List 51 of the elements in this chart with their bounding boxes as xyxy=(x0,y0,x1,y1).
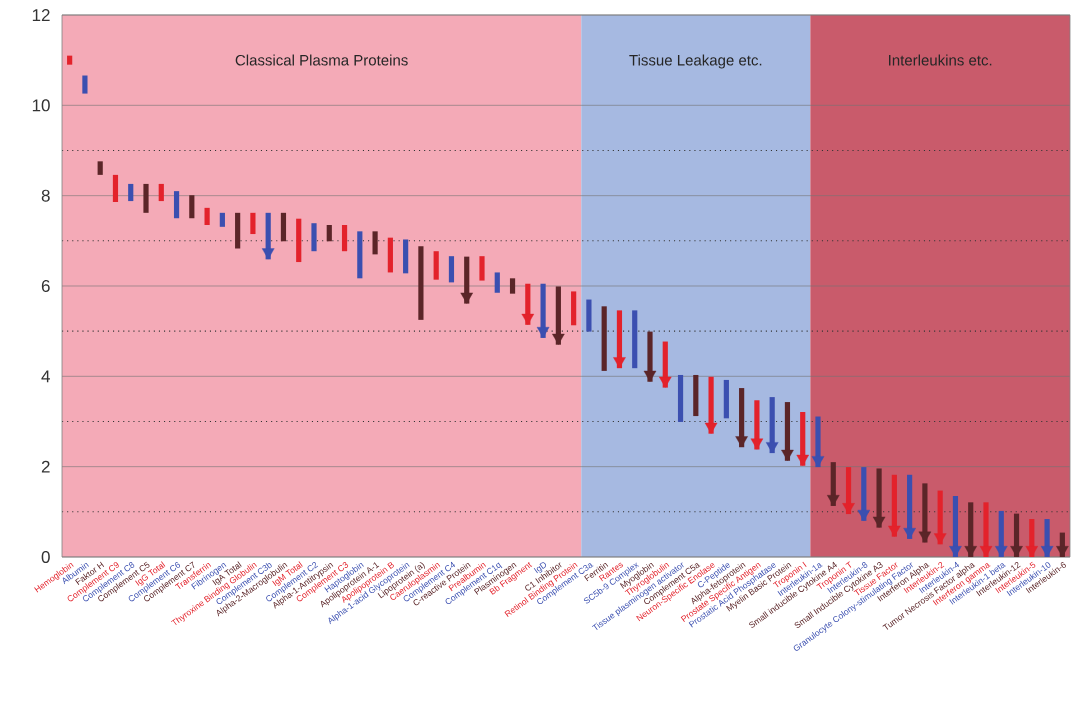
bar xyxy=(280,212,287,242)
bar xyxy=(158,183,164,202)
bar xyxy=(296,218,302,263)
y-tick-label: 0 xyxy=(41,550,50,564)
bar xyxy=(479,256,485,281)
bar xyxy=(448,256,455,283)
bar xyxy=(311,223,317,252)
bar xyxy=(693,374,699,417)
bar xyxy=(250,212,256,235)
bar xyxy=(372,231,378,255)
bar xyxy=(112,174,119,202)
bar xyxy=(677,374,684,422)
bar xyxy=(509,278,516,294)
bar xyxy=(815,416,821,468)
bar xyxy=(143,183,149,213)
bar xyxy=(723,379,729,419)
bar xyxy=(571,291,577,326)
bar xyxy=(128,183,134,202)
band-label: Classical Plasma Proteins xyxy=(235,54,408,66)
y-tick-label: 4 xyxy=(41,370,50,383)
bar xyxy=(433,251,439,280)
bar xyxy=(97,161,103,175)
bar xyxy=(708,376,714,434)
band-label: Interleukins etc. xyxy=(889,54,992,66)
bar xyxy=(876,468,882,528)
bar xyxy=(983,502,989,557)
bar xyxy=(82,75,88,94)
y-tick-label: 10 xyxy=(32,99,50,112)
bar xyxy=(204,207,210,226)
bar xyxy=(357,231,363,279)
bar xyxy=(189,195,195,219)
bar xyxy=(494,272,500,293)
y-tick-label: 6 xyxy=(41,279,50,293)
bar xyxy=(387,237,393,273)
bar xyxy=(601,306,607,371)
bar xyxy=(67,55,73,65)
bar xyxy=(173,191,180,219)
bar xyxy=(418,246,424,320)
bar xyxy=(403,239,409,274)
bar xyxy=(235,212,241,249)
bar xyxy=(586,299,592,332)
bar xyxy=(219,212,225,227)
bar xyxy=(647,331,653,382)
bar xyxy=(632,310,638,369)
y-tick-label: 2 xyxy=(41,460,50,473)
bar xyxy=(326,225,332,242)
y-tick-label: 12 xyxy=(32,9,50,21)
band-label: Tissue Leakage etc. xyxy=(629,54,762,69)
y-tick-label: 8 xyxy=(41,189,50,202)
bar xyxy=(540,283,546,338)
bar xyxy=(341,225,348,252)
